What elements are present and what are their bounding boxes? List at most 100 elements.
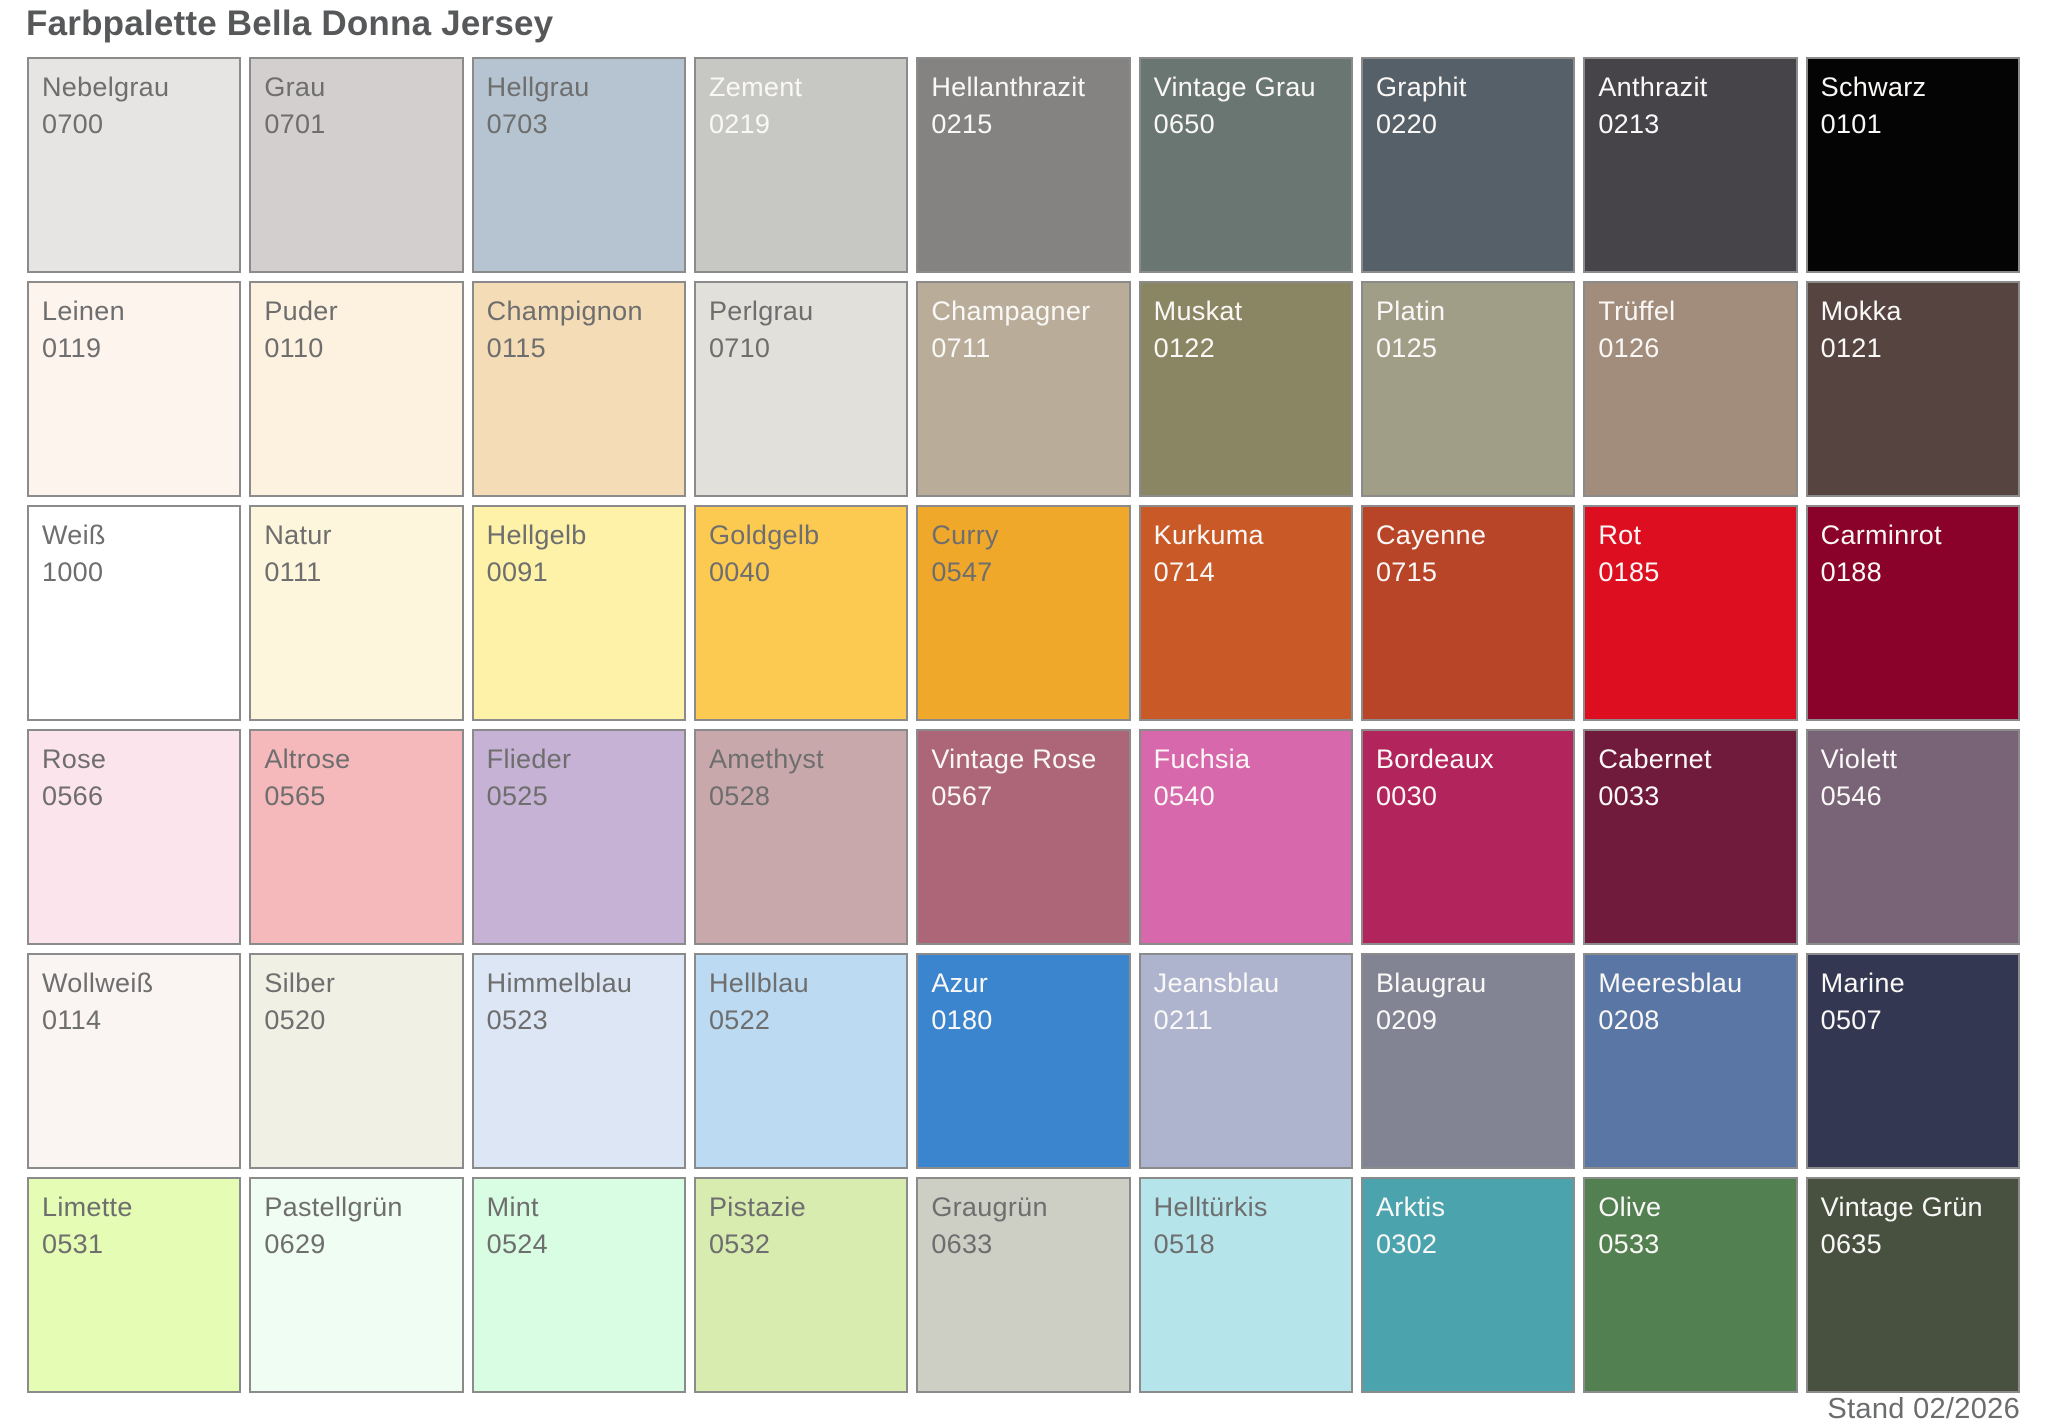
color-swatch: Helltürkis 0518 [1138, 1177, 1353, 1393]
swatch-name: Olive [1598, 1192, 1662, 1222]
swatch-code: 0715 [1375, 557, 1438, 588]
swatch-code: 0126 [1598, 333, 1660, 364]
swatch-name: Leinen [42, 296, 125, 326]
color-swatch: Curry 0547 [916, 505, 1131, 721]
swatch-name: Perlgrau [708, 296, 814, 326]
color-swatch: Meeresblau 0208 [1583, 953, 1798, 1169]
swatch-name: Vintage Grau [1153, 72, 1316, 102]
swatch-code: 0633 [931, 1229, 993, 1260]
swatch-name: Hellgelb [486, 520, 587, 550]
swatch-code: 0185 [1598, 557, 1660, 588]
color-swatch: Kurkuma 0714 [1138, 505, 1353, 721]
color-swatch: Rose 0566 [27, 729, 242, 945]
color-swatch: Vintage Grün 0635 [1805, 1177, 2020, 1393]
color-swatch: Champagner 0711 [916, 281, 1131, 497]
swatch-code: 0525 [486, 781, 548, 812]
swatch-code: 0219 [708, 109, 771, 140]
swatch-code: 0101 [1820, 109, 1882, 140]
swatch-name: Hellblau [708, 968, 809, 998]
color-swatch-grid: Nebelgrau 0700 Grau 0701 Hellgrau 0703 Z… [27, 57, 2020, 1393]
color-swatch: Himmelblau 0523 [471, 953, 686, 1169]
swatch-code: 0213 [1598, 109, 1660, 140]
color-swatch: Marine 0507 [1805, 953, 2020, 1169]
swatch-name: Champagner [931, 296, 1091, 326]
color-swatch: Trüffel 0126 [1583, 281, 1798, 497]
swatch-name: Weiß [42, 520, 106, 550]
swatch-code: 0188 [1820, 557, 1882, 588]
color-swatch: Fuchsia 0540 [1138, 729, 1353, 945]
color-swatch: Graphit 0220 [1360, 57, 1576, 273]
color-swatch: Natur 0111 [249, 505, 464, 721]
revision-date-label: Stand 02/2026 [1827, 1393, 2020, 1425]
color-swatch: Pistazie 0532 [693, 1177, 909, 1393]
color-swatch: Hellblau 0522 [693, 953, 909, 1169]
swatch-name: Cabernet [1598, 744, 1712, 774]
color-swatch: Hellanthrazit 0215 [916, 57, 1131, 273]
swatch-name: Kurkuma [1153, 520, 1264, 550]
swatch-code: 0714 [1153, 557, 1215, 588]
swatch-code: 0520 [264, 1005, 326, 1036]
color-swatch: Violett 0546 [1805, 729, 2020, 945]
swatch-code: 0215 [931, 109, 993, 140]
swatch-name: Zement [708, 72, 803, 102]
color-swatch: Cayenne 0715 [1360, 505, 1576, 721]
swatch-name: Violett [1820, 744, 1898, 774]
color-swatch: Zement 0219 [693, 57, 909, 273]
color-swatch: Pastellgrün 0629 [249, 1177, 464, 1393]
swatch-code: 0565 [264, 781, 326, 812]
swatch-name: Trüffel [1598, 296, 1676, 326]
color-swatch: Cabernet 0033 [1583, 729, 1798, 945]
color-swatch: Schwarz 0101 [1805, 57, 2020, 273]
swatch-code: 0119 [42, 333, 102, 364]
color-swatch: Azur 0180 [916, 953, 1131, 1169]
swatch-name: Bordeaux [1375, 744, 1494, 774]
swatch-code: 0532 [708, 1229, 771, 1260]
swatch-code: 0567 [931, 781, 993, 812]
swatch-name: Marine [1820, 968, 1905, 998]
color-swatch: Amethyst 0528 [693, 729, 909, 945]
swatch-name: Mokka [1820, 296, 1902, 326]
color-swatch: Puder 0110 [249, 281, 464, 497]
swatch-name: Arktis [1375, 1192, 1446, 1222]
color-swatch: Champignon 0115 [471, 281, 686, 497]
swatch-name: Muskat [1153, 296, 1243, 326]
swatch-name: Rot [1598, 520, 1642, 550]
swatch-name: Hellgrau [486, 72, 590, 102]
swatch-code: 0180 [931, 1005, 993, 1036]
swatch-name: Helltürkis [1153, 1192, 1268, 1222]
swatch-name: Azur [931, 968, 989, 998]
color-swatch: Grau 0701 [249, 57, 464, 273]
color-swatch: Vintage Grau 0650 [1138, 57, 1353, 273]
color-swatch: Vintage Rose 0567 [916, 729, 1131, 945]
swatch-name: Rose [42, 744, 107, 774]
swatch-name: Jeansblau [1153, 968, 1280, 998]
swatch-name: Meeresblau [1598, 968, 1743, 998]
swatch-code: 0033 [1598, 781, 1660, 812]
swatch-name: Champignon [486, 296, 643, 326]
swatch-code: 0528 [708, 781, 771, 812]
swatch-name: Platin [1375, 296, 1446, 326]
swatch-name: Pistazie [708, 1192, 806, 1222]
swatch-name: Amethyst [708, 744, 824, 774]
swatch-code: 0711 [931, 333, 991, 364]
swatch-name: Nebelgrau [42, 72, 170, 102]
swatch-name: Vintage Grün [1820, 1192, 1983, 1222]
swatch-code: 0635 [1820, 1229, 1882, 1260]
swatch-code: 0547 [931, 557, 993, 588]
swatch-code: 0523 [486, 1005, 548, 1036]
swatch-code: 0700 [42, 109, 104, 140]
swatch-code: 0531 [42, 1229, 104, 1260]
swatch-code: 0540 [1153, 781, 1215, 812]
swatch-code: 0507 [1820, 1005, 1882, 1036]
swatch-code: 0030 [1375, 781, 1438, 812]
swatch-code: 0208 [1598, 1005, 1660, 1036]
color-swatch: Muskat 0122 [1138, 281, 1353, 497]
swatch-code: 0302 [1375, 1229, 1438, 1260]
color-swatch: Silber 0520 [249, 953, 464, 1169]
color-swatch: Wollweiß 0114 [27, 953, 242, 1169]
color-swatch: Mokka 0121 [1805, 281, 2020, 497]
swatch-name: Curry [931, 520, 999, 550]
swatch-code: 0111 [264, 557, 322, 588]
swatch-name: Limette [42, 1192, 133, 1222]
swatch-code: 0518 [1153, 1229, 1215, 1260]
